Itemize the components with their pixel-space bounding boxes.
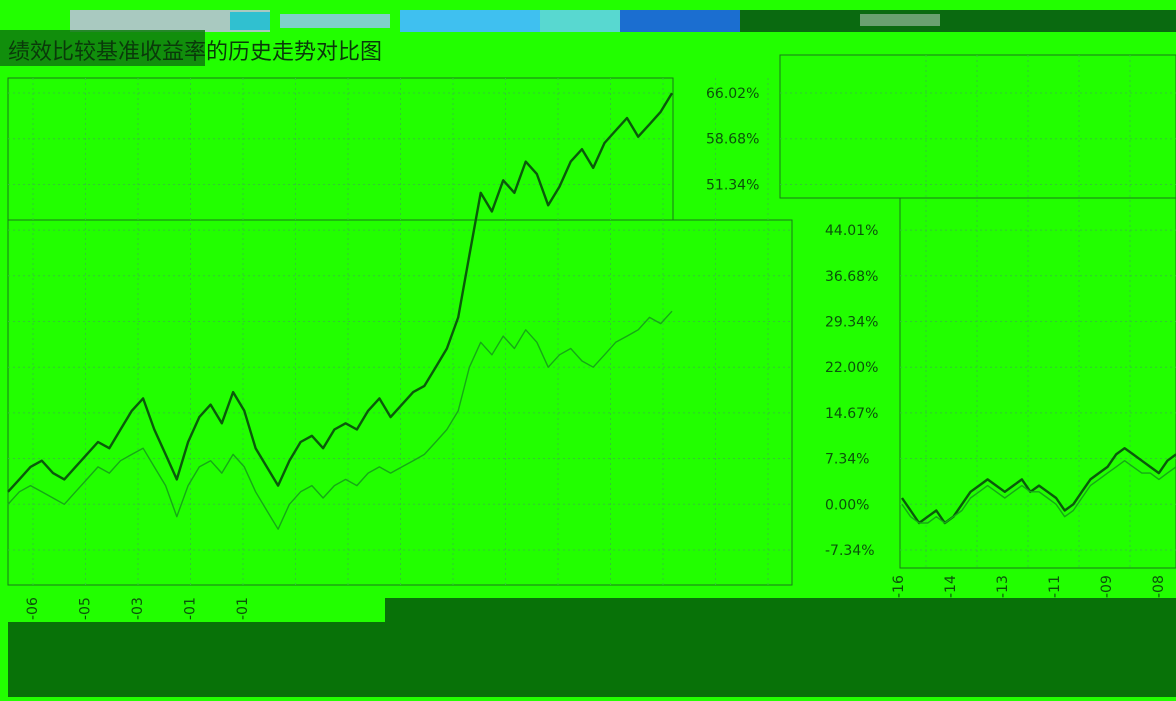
- x-tick-label: -01: [235, 597, 251, 620]
- y-tick-label: -7.34%: [825, 543, 875, 559]
- series-right: [901, 447, 1176, 525]
- y-tick-label: 22.00%: [825, 360, 878, 376]
- x-tick-label: -13: [995, 575, 1011, 598]
- panel-left-top: [7, 77, 674, 221]
- x-tick-label: -01: [183, 597, 199, 620]
- x-tick-label: -06: [25, 597, 41, 620]
- bottom-band: [8, 622, 1176, 697]
- y-tick-label: 14.67%: [825, 406, 878, 422]
- y-tick-label: 7.34%: [825, 452, 869, 468]
- chart-title: 绩效比较基准收益率的历史走势对比图: [8, 40, 383, 65]
- panel-right-bottom: [899, 197, 1176, 569]
- y-tick-label: 0.00%: [825, 497, 869, 513]
- x-tick-label: -08: [1151, 575, 1167, 598]
- x-tick-label: -05: [78, 597, 94, 620]
- left-series-1-line: [7, 92, 674, 493]
- x-tick-label: -14: [943, 575, 959, 598]
- title-mask: [0, 30, 205, 66]
- x-tick-label: -09: [1099, 575, 1115, 598]
- series-left: [7, 92, 674, 530]
- x-tick-labels-left: -06 -05 -03 -01 -01: [25, 597, 251, 620]
- grid-left: [8, 78, 792, 585]
- y-tick-labels-bottom: 44.01% 36.68% 29.34% 22.00% 14.67% 7.34% 0.00%…: [825, 223, 878, 559]
- panel-right-top: [779, 54, 1176, 199]
- y-tick-label: 29.34%: [825, 315, 878, 331]
- x-tick-label: -03: [130, 597, 146, 620]
- y-tick-label: 66.02%: [706, 86, 759, 102]
- y-tick-labels-top: 66.02% 58.68% 51.34%: [706, 86, 759, 193]
- left-series-2-line: [7, 310, 673, 530]
- y-tick-label: 36.68%: [825, 269, 878, 285]
- y-tick-label: 58.68%: [706, 132, 759, 148]
- y-tick-label: 44.01%: [825, 223, 878, 239]
- x-tick-labels-right: -16 -14 -13 -11 -09 -08: [891, 575, 1167, 598]
- y-tick-label: 51.34%: [706, 177, 759, 193]
- top-noise-svg: [0, 0, 1176, 32]
- right-series-2-line: [901, 460, 1176, 524]
- top-noise-band: [0, 0, 1176, 32]
- x-tick-label: -11: [1047, 575, 1063, 598]
- x-tick-label: -16: [891, 575, 907, 598]
- grid-right: [780, 55, 1176, 568]
